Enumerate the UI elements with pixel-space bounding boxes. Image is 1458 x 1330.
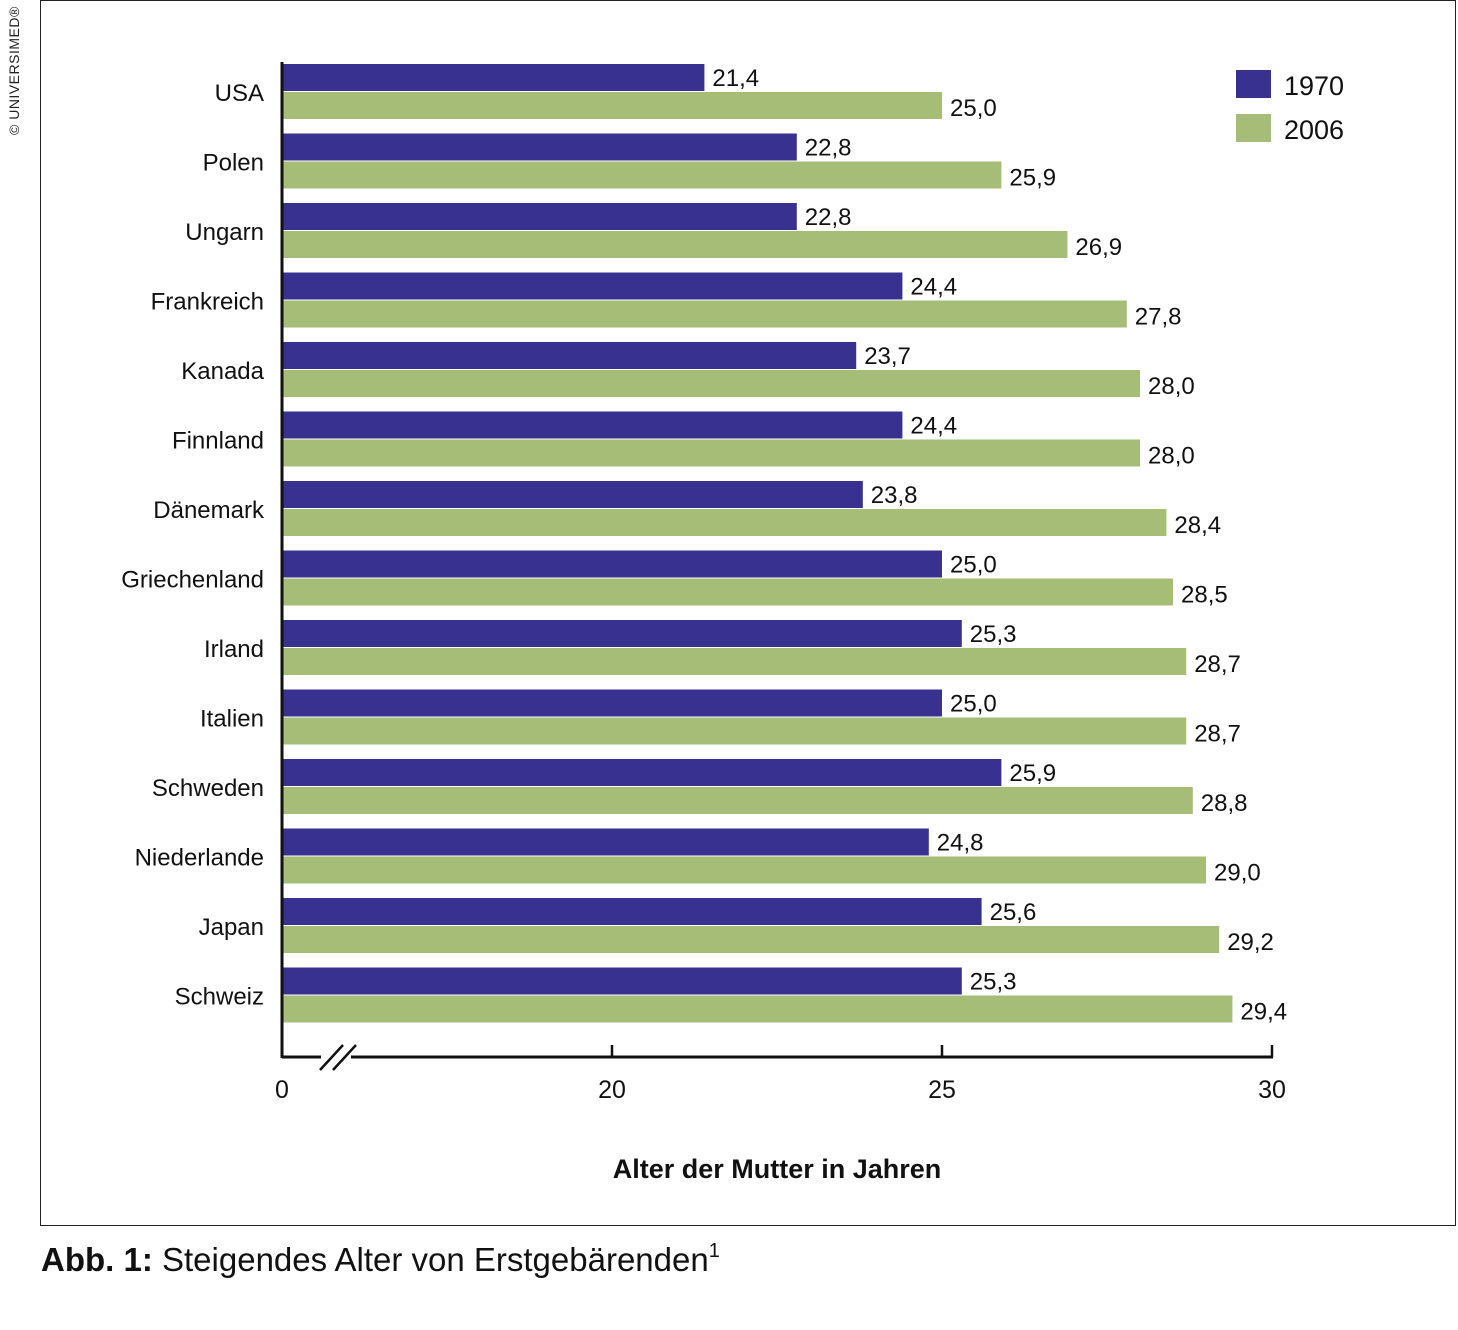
bar-1970-irland [282,620,962,647]
data-label-2006-japan: 29,2 [1227,929,1274,956]
data-label-1970-schweiz: 25,3 [970,969,1017,996]
data-label-1970-kanada: 23,7 [864,343,911,370]
bar-2006-finnland [282,439,1140,467]
chart-frame [40,0,1456,1226]
data-label-2006-niederlande: 29,0 [1214,860,1261,887]
data-label-2006-griechenland: 28,5 [1181,582,1228,609]
category-label-japan: Japan [199,914,264,941]
caption-footnote-mark: 1 [708,1240,720,1262]
data-label-1970-niederlande: 24,8 [937,830,984,857]
data-label-2006-ungarn: 26,9 [1075,234,1122,261]
data-label-1970-frankreich: 24,4 [910,274,957,301]
bar-2006-frankreich [282,300,1127,328]
x-tick-label-30: 30 [1258,1076,1286,1104]
x-axis-title: Alter der Mutter in Jahren [613,1154,942,1184]
data-label-1970-finnland: 24,4 [910,413,957,440]
category-label-kanada: Kanada [181,358,264,385]
bar-1970-ungarn [282,203,797,230]
x-tick-label-20: 20 [598,1076,626,1104]
bar-1970-danemark [282,481,863,508]
legend: 1970 2006 [1236,70,1344,145]
bar-1970-italien [282,689,942,717]
data-label-2006-usa: 25,0 [950,95,997,122]
axis-break-gap [321,1053,351,1061]
data-label-1970-usa: 21,4 [712,65,759,92]
legend-label-1970: 1970 [1284,71,1344,101]
category-label-finnland: Finnland [172,428,264,455]
figure-caption: Abb. 1: Steigendes Alter von Erstgebären… [41,1240,720,1279]
bar-2006-ungarn [282,231,1068,258]
bars-layer [282,64,1233,1023]
bar-2006-usa [282,92,942,119]
category-label-schweiz: Schweiz [175,984,264,1011]
data-label-1970-ungarn: 22,8 [805,204,852,231]
bar-1970-frankreich [282,272,903,300]
bar-2006-irland [282,648,1187,675]
bar-1970-polen [282,133,797,161]
legend-swatch-2006 [1236,114,1271,142]
axis-break-mark-1 [319,1044,344,1071]
bar-2006-italien [282,717,1187,745]
bar-2006-kanada [282,370,1140,397]
data-label-2006-frankreich: 27,8 [1135,304,1182,331]
bar-chart: USA 21,4 25,0 Polen 22,8 25,9 Ungarn 22,8 26,9 Fr… [121,62,1344,1184]
category-label-griechenland: Griechenland [121,567,264,594]
data-label-2006-italien: 28,7 [1194,721,1241,748]
legend-label-2006: 2006 [1284,115,1344,145]
category-label-polen: Polen [203,150,264,177]
bar-1970-finnland [282,411,903,439]
category-label-irland: Irland [204,636,264,663]
caption-prefix: Abb. 1: [41,1241,153,1278]
data-label-1970-polen: 22,8 [805,135,852,162]
x-tick-label-25: 25 [928,1076,956,1104]
bar-1970-schweiz [282,967,962,995]
bar-2006-niederlande [282,856,1206,884]
bar-1970-japan [282,898,982,925]
bar-2006-danemark [282,509,1167,536]
bar-1970-schweden [282,759,1002,786]
category-label-ungarn: Ungarn [185,219,264,246]
bar-2006-polen [282,161,1002,189]
data-label-1970-griechenland: 25,0 [950,552,997,579]
category-label-frankreich: Frankreich [151,289,264,316]
category-label-niederlande: Niederlande [135,845,264,872]
bar-2006-schweden [282,787,1193,814]
bar-2006-japan [282,926,1220,953]
bar-2006-griechenland [282,578,1173,606]
data-label-2006-danemark: 28,4 [1174,512,1221,539]
data-label-2006-kanada: 28,0 [1148,373,1195,400]
data-label-2006-schweden: 28,8 [1201,790,1248,817]
data-label-1970-schweden: 25,9 [1009,760,1056,787]
axis-break-mark-2 [332,1044,357,1071]
bar-2006-schweiz [282,995,1233,1023]
bar-1970-griechenland [282,550,942,578]
caption-text: Steigendes Alter von Erstgebärenden [162,1241,709,1278]
category-label-schweden: Schweden [152,775,264,802]
data-label-1970-italien: 25,0 [950,691,997,718]
data-label-2006-irland: 28,7 [1194,651,1241,678]
data-label-1970-irland: 25,3 [970,621,1017,648]
data-label-1970-japan: 25,6 [990,899,1037,926]
x-tick-label-0: 0 [275,1076,289,1104]
bar-1970-usa [282,64,705,91]
axis-layer: 0 20 25 30 [275,62,1286,1104]
legend-swatch-1970 [1236,70,1271,98]
data-label-2006-finnland: 28,0 [1148,443,1195,470]
data-label-1970-danemark: 23,8 [871,482,918,509]
category-label-danemark: Dänemark [153,497,265,524]
bar-1970-kanada [282,342,857,369]
labels-layer: USA 21,4 25,0 Polen 22,8 25,9 Ungarn 22,8 26,9 Fr… [121,65,1287,1026]
category-label-usa: USA [215,80,264,107]
category-label-italien: Italien [200,706,264,733]
bar-1970-niederlande [282,828,929,856]
data-label-2006-schweiz: 29,4 [1240,999,1287,1026]
data-label-2006-polen: 25,9 [1009,165,1056,192]
